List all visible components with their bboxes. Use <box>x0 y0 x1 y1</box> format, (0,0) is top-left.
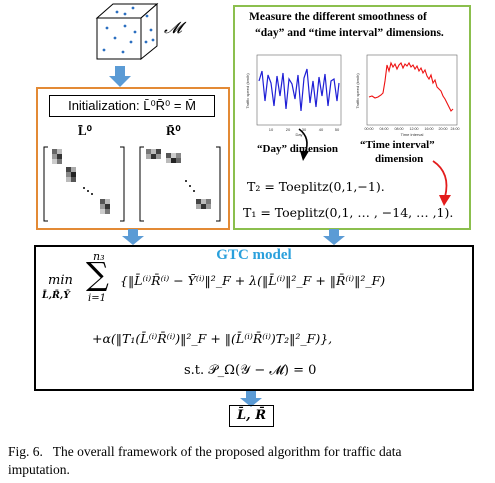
figure-caption-line2: imputation. <box>8 462 70 477</box>
time-chart-xlabel: Time interval <box>401 132 424 137</box>
time-chart-tick-0: 00:00 <box>365 127 374 131</box>
day-dimension-label: “Day” dimension <box>257 143 338 155</box>
arrow-down-icon <box>122 229 144 245</box>
smoothness-panel: Measure the different smoothness of “day… <box>233 5 471 230</box>
time-chart-tick-2: 08:00 <box>395 127 404 131</box>
t2-equation: T₂ = Toeplitz(0,1,−1). <box>247 179 385 194</box>
arrow-down-icon <box>323 229 345 245</box>
day-chart-tick-4: 50 <box>335 127 340 132</box>
day-chart-tick-0: 10 <box>269 127 274 132</box>
gtc-objective-line1: {‖L̄⁽ⁱ⁾R̄⁽ⁱ⁾ − Ȳ⁽ⁱ⁾‖²_F + λ(‖L̄⁽ⁱ⁾‖²_F +… <box>120 273 386 288</box>
time-chart-tick-4: 16:00 <box>425 127 434 131</box>
time-chart-tick-5: 20:00 <box>439 127 448 131</box>
time-chart-tick-6: 24:00 <box>451 127 460 131</box>
r0-label: R̄⁰ <box>166 123 181 138</box>
smoothness-title-line1: Measure the different smoothness of <box>249 11 427 23</box>
day-chart-ylabel: Traffic speed (km/h) <box>245 73 250 109</box>
day-chart-tick-1: 20 <box>286 127 291 132</box>
gtc-objective-line2: +α(‖T₁(L̄⁽ⁱ⁾R̄⁽ⁱ⁾)‖²_F + ‖(L̄⁽ⁱ⁾R̄⁽ⁱ⁾)T₂… <box>92 331 333 346</box>
gtc-model-title: GTC model <box>216 247 292 263</box>
time-chart-ylabel: Traffic speed (km/h) <box>355 73 360 109</box>
time-chart-tick-3: 12:00 <box>410 127 419 131</box>
day-speed-chart: Traffic speed (km/h) 10 20 30 40 50 Day <box>245 54 342 137</box>
day-chart-tick-2: 30 <box>302 127 307 132</box>
gtc-sum-icon: ∑ <box>86 255 109 293</box>
tensor-cube <box>95 2 159 60</box>
gtc-model-panel: GTC model min L̄,R̄,Ȳ n₃ ∑ i=1 {‖L̄⁽ⁱ⁾R̄… <box>34 245 474 391</box>
r0-matrix <box>139 146 221 222</box>
day-chart-tick-3: 40 <box>319 127 324 132</box>
initialization-title: Initialization: L̄⁰R̄⁰ = M̄ <box>49 95 215 117</box>
output-result: L̄, R̄ <box>229 405 274 427</box>
t1-equation: T₁ = Toeplitz(0,1, … , −14, … ,1). <box>243 205 454 220</box>
gtc-sum-upper: n₃ <box>93 250 105 263</box>
l0-matrix <box>43 146 125 222</box>
l0-label: L̄⁰ <box>78 123 92 138</box>
gtc-min-operator: min <box>48 273 73 288</box>
time-dimension-label-line2: dimension <box>375 153 424 165</box>
figure-caption-line1: Fig. 6. The overall framework of the pro… <box>8 444 402 459</box>
time-speed-chart: Traffic speed (km/h) 00:00 04:00 08:00 1… <box>355 54 460 137</box>
arrow-down-icon <box>109 66 131 87</box>
day-curve-arrow-icon <box>298 128 309 161</box>
time-chart-tick-1: 04:00 <box>380 127 389 131</box>
day-chart-xlabel: Day <box>295 132 302 137</box>
time-curve-arrow-icon <box>432 160 451 206</box>
arrow-down-icon <box>240 391 262 407</box>
gtc-constraint: s.t. 𝒫_Ω(𝒴 − 𝓜) = 0 <box>184 363 317 378</box>
initialization-panel: Initialization: L̄⁰R̄⁰ = M̄ L̄⁰ R̄⁰ <box>36 87 230 230</box>
smoothness-title-line2: “day” and “time interval” dimensions. <box>255 27 444 39</box>
gtc-sum-lower: i=1 <box>88 293 106 304</box>
gtc-min-subscript: L̄,R̄,Ȳ <box>42 290 70 301</box>
tensor-label: 𝓜 <box>164 18 182 37</box>
time-dimension-label-line1: “Time interval” <box>360 139 435 151</box>
